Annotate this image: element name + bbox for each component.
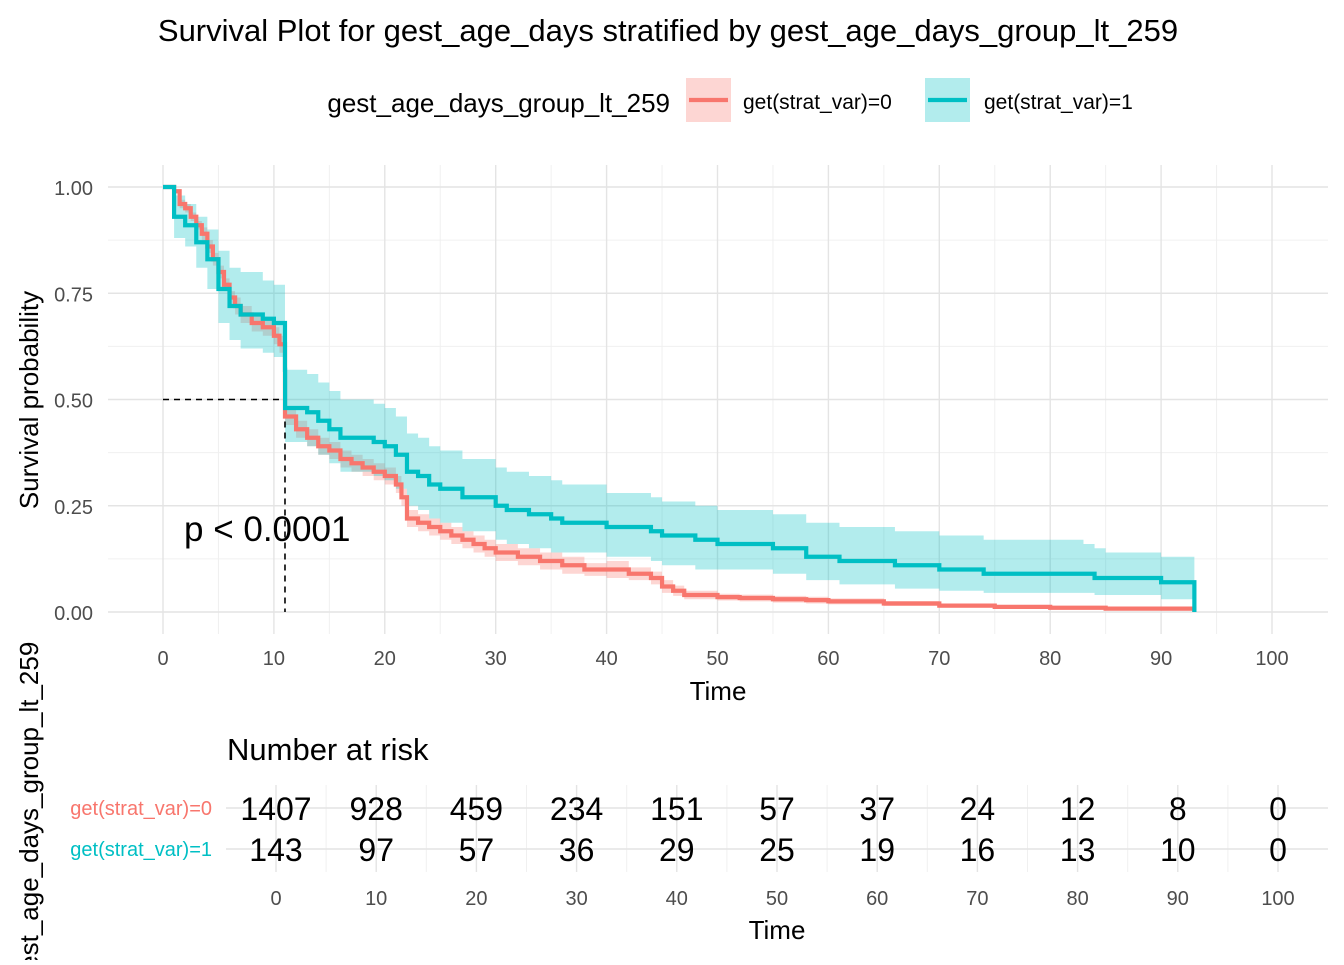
legend-entry-label: get(strat_var)=0 bbox=[743, 91, 892, 114]
risk-cell: 928 bbox=[350, 791, 403, 827]
legend-title: gest_age_days_group_lt_259 bbox=[327, 88, 670, 118]
y-axis-label: Survival probability bbox=[14, 291, 44, 509]
risk-x-tick-label: 70 bbox=[966, 888, 988, 910]
risk-x-tick-label: 0 bbox=[270, 888, 281, 910]
x-tick-label: 40 bbox=[595, 648, 617, 670]
risk-cell: 1407 bbox=[240, 791, 311, 827]
risk-cell: 12 bbox=[1060, 791, 1096, 827]
risk-cell: 24 bbox=[960, 791, 996, 827]
survival-curve-series-1 bbox=[163, 184, 1197, 612]
x-tick-label: 30 bbox=[485, 648, 507, 670]
y-tick-label: 0.75 bbox=[54, 284, 93, 306]
risk-cell: 97 bbox=[358, 832, 394, 868]
risk-x-tick-label: 20 bbox=[465, 888, 487, 910]
legend: gest_age_days_group_lt_259 get(strat_var… bbox=[327, 78, 1133, 122]
risk-x-tick-label: 50 bbox=[766, 888, 788, 910]
risk-cell: 19 bbox=[859, 832, 895, 868]
x-axis-label: Time bbox=[690, 676, 747, 706]
x-tick-label: 50 bbox=[706, 648, 728, 670]
x-tick-label: 100 bbox=[1255, 648, 1288, 670]
risk-table-title: Number at risk bbox=[227, 732, 429, 767]
risk-cell: 234 bbox=[550, 791, 603, 827]
y-tick-label: 1.00 bbox=[54, 178, 93, 200]
p-value-annotation: p < 0.0001 bbox=[184, 510, 350, 549]
x-tick-label: 80 bbox=[1039, 648, 1061, 670]
risk-cell: 0 bbox=[1269, 791, 1287, 827]
risk-cell: 13 bbox=[1060, 832, 1096, 868]
risk-x-tick-label: 60 bbox=[866, 888, 888, 910]
ci-band-series-1 bbox=[163, 187, 1195, 612]
risk-x-tick-label: 10 bbox=[365, 888, 387, 910]
risk-cell: 16 bbox=[960, 832, 996, 868]
risk-cell: 0 bbox=[1269, 832, 1287, 868]
risk-y-axis-label: gest_age_days_group_lt_259 bbox=[14, 642, 44, 960]
x-tick-label: 60 bbox=[817, 648, 839, 670]
risk-cell: 8 bbox=[1169, 791, 1187, 827]
chart-title: Survival Plot for gest_age_days stratifi… bbox=[158, 13, 1178, 48]
x-tick-label: 90 bbox=[1150, 648, 1172, 670]
risk-x-tick-label: 40 bbox=[666, 888, 688, 910]
x-tick-label: 70 bbox=[928, 648, 950, 670]
x-tick-label: 10 bbox=[263, 648, 285, 670]
risk-cell: 57 bbox=[759, 791, 795, 827]
risk-cell: 10 bbox=[1160, 832, 1196, 868]
risk-x-tick-label: 100 bbox=[1261, 888, 1294, 910]
y-tick-label: 0.50 bbox=[54, 391, 93, 413]
risk-cell: 151 bbox=[650, 791, 703, 827]
risk-table: Number at risk get(strat_var)=0 get(strat… bbox=[14, 642, 1328, 965]
x-tick-label: 0 bbox=[157, 648, 168, 670]
risk-cell: 57 bbox=[459, 832, 495, 868]
risk-row-label: get(strat_var)=0 bbox=[70, 798, 212, 820]
risk-cell: 29 bbox=[659, 832, 695, 868]
risk-x-tick-label: 80 bbox=[1066, 888, 1088, 910]
x-tick-label: 20 bbox=[374, 648, 396, 670]
y-tick-label: 0.25 bbox=[54, 497, 93, 519]
risk-cell: 37 bbox=[859, 791, 895, 827]
risk-cell: 36 bbox=[559, 832, 595, 868]
risk-cell: 143 bbox=[249, 832, 302, 868]
survival-curve-series-0 bbox=[163, 184, 1197, 612]
risk-cell: 459 bbox=[450, 791, 503, 827]
risk-x-tick-label: 90 bbox=[1167, 888, 1189, 910]
y-tick-label: 0.00 bbox=[54, 603, 93, 625]
risk-cell: 25 bbox=[759, 832, 795, 868]
legend-entry-label: get(strat_var)=1 bbox=[984, 91, 1133, 114]
risk-row-label: get(strat_var)=1 bbox=[70, 839, 212, 861]
risk-x-tick-label: 30 bbox=[565, 888, 587, 910]
plot-panel: 0.00 0.25 0.50 0.75 1.00 0 10 20 30 40 50 60 70 80 90… bbox=[14, 165, 1328, 706]
risk-x-axis-label: Time bbox=[749, 915, 806, 945]
